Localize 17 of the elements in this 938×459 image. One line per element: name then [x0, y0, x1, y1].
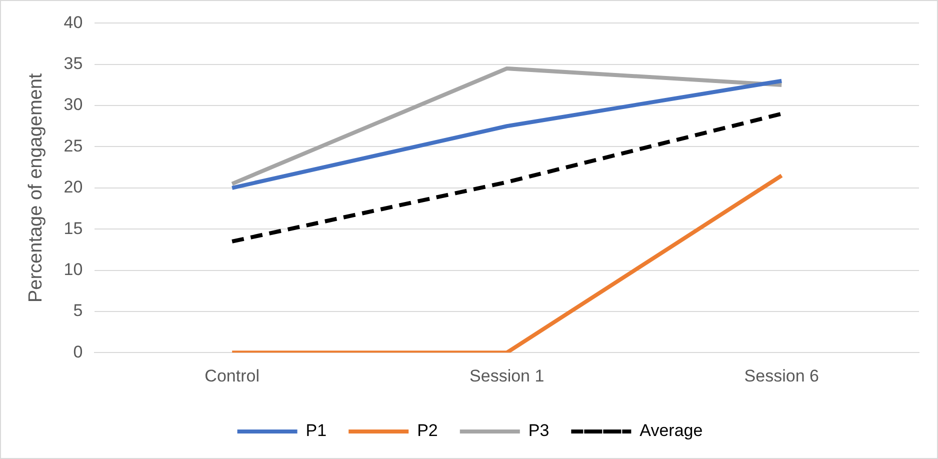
x-tick-label: Session 1 — [470, 366, 544, 386]
x-tick-label: Session 6 — [744, 366, 819, 386]
y-tick-label: 15 — [64, 218, 83, 238]
x-tick-label: Control — [204, 366, 260, 386]
y-tick-label: 5 — [73, 301, 83, 320]
y-tick-label: 0 — [73, 342, 83, 362]
y-tick-label: 35 — [64, 54, 83, 74]
legend-label: P2 — [417, 421, 438, 440]
y-tick-label: 30 — [64, 95, 83, 114]
y-axis-title: Percentage of engagement — [26, 72, 47, 303]
legend-label: Average — [640, 421, 703, 440]
legend-label: P1 — [306, 421, 327, 440]
y-tick-label: 25 — [64, 136, 83, 156]
legend-label: P3 — [528, 421, 550, 440]
y-tick-label: 20 — [64, 178, 83, 197]
y-tick-label: 40 — [64, 12, 83, 32]
y-tick-label: 10 — [64, 260, 83, 279]
